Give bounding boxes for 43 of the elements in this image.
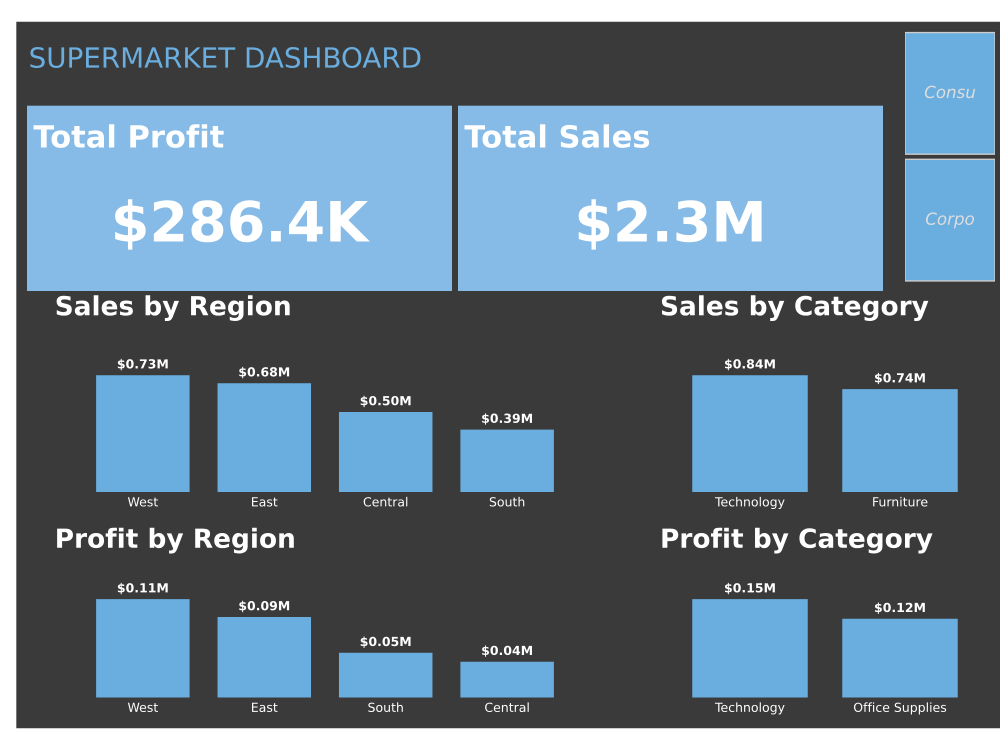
x-tick-label: Office Supplies: [854, 702, 946, 714]
data-label: $0.50M: [360, 396, 411, 408]
text: $286.4K: [115, 199, 370, 250]
bar: [218, 383, 312, 492]
x-tick-label: East: [252, 497, 278, 507]
data-label: $0.68M: [239, 366, 290, 378]
bar: [460, 430, 554, 492]
chart-title: Profit by Category: [662, 528, 933, 554]
data-label: $0.74M: [874, 372, 925, 384]
x-tick-label: South: [490, 496, 524, 507]
x-tick-label: Technology: [714, 496, 785, 509]
bar: [96, 375, 190, 492]
x-tick-label: West: [128, 497, 158, 507]
text: $2.3M: [578, 199, 762, 250]
data-label: $0.39M: [482, 413, 532, 425]
data-label: $0.09M: [239, 600, 290, 612]
text: Total Profit: [34, 124, 224, 148]
x-tick-label: East: [252, 702, 278, 712]
data-label: $0.15M: [724, 582, 775, 594]
text: SUPERMARKET DASHBOARD: [30, 47, 420, 68]
data-label: $0.73M: [118, 358, 168, 370]
x-tick-label: Central: [485, 702, 529, 712]
x-tick-label: Furniture: [873, 496, 928, 507]
text: Total Sales: [464, 124, 650, 148]
text: Corpo: [926, 212, 974, 228]
x-tick-label: Central: [364, 496, 408, 507]
bar: [338, 412, 432, 492]
bar: [96, 599, 190, 698]
data-label: $0.05M: [360, 636, 411, 648]
bar: [460, 662, 554, 698]
x-tick-label: South: [368, 702, 403, 712]
data-label: $0.04M: [482, 645, 532, 657]
data-label: $0.84M: [724, 358, 775, 370]
bar: [338, 652, 432, 698]
chart-title: Profit by Region: [57, 528, 294, 554]
x-tick-label: West: [128, 702, 158, 712]
chart-title: Sales by Region: [56, 295, 290, 321]
chart-title: Sales by Category: [662, 295, 928, 321]
data-label: $0.11M: [118, 582, 168, 594]
data-label: $0.12M: [874, 602, 925, 614]
x-tick-label: Technology: [714, 702, 785, 714]
bar: [218, 617, 312, 698]
text: Consu: [924, 86, 976, 98]
